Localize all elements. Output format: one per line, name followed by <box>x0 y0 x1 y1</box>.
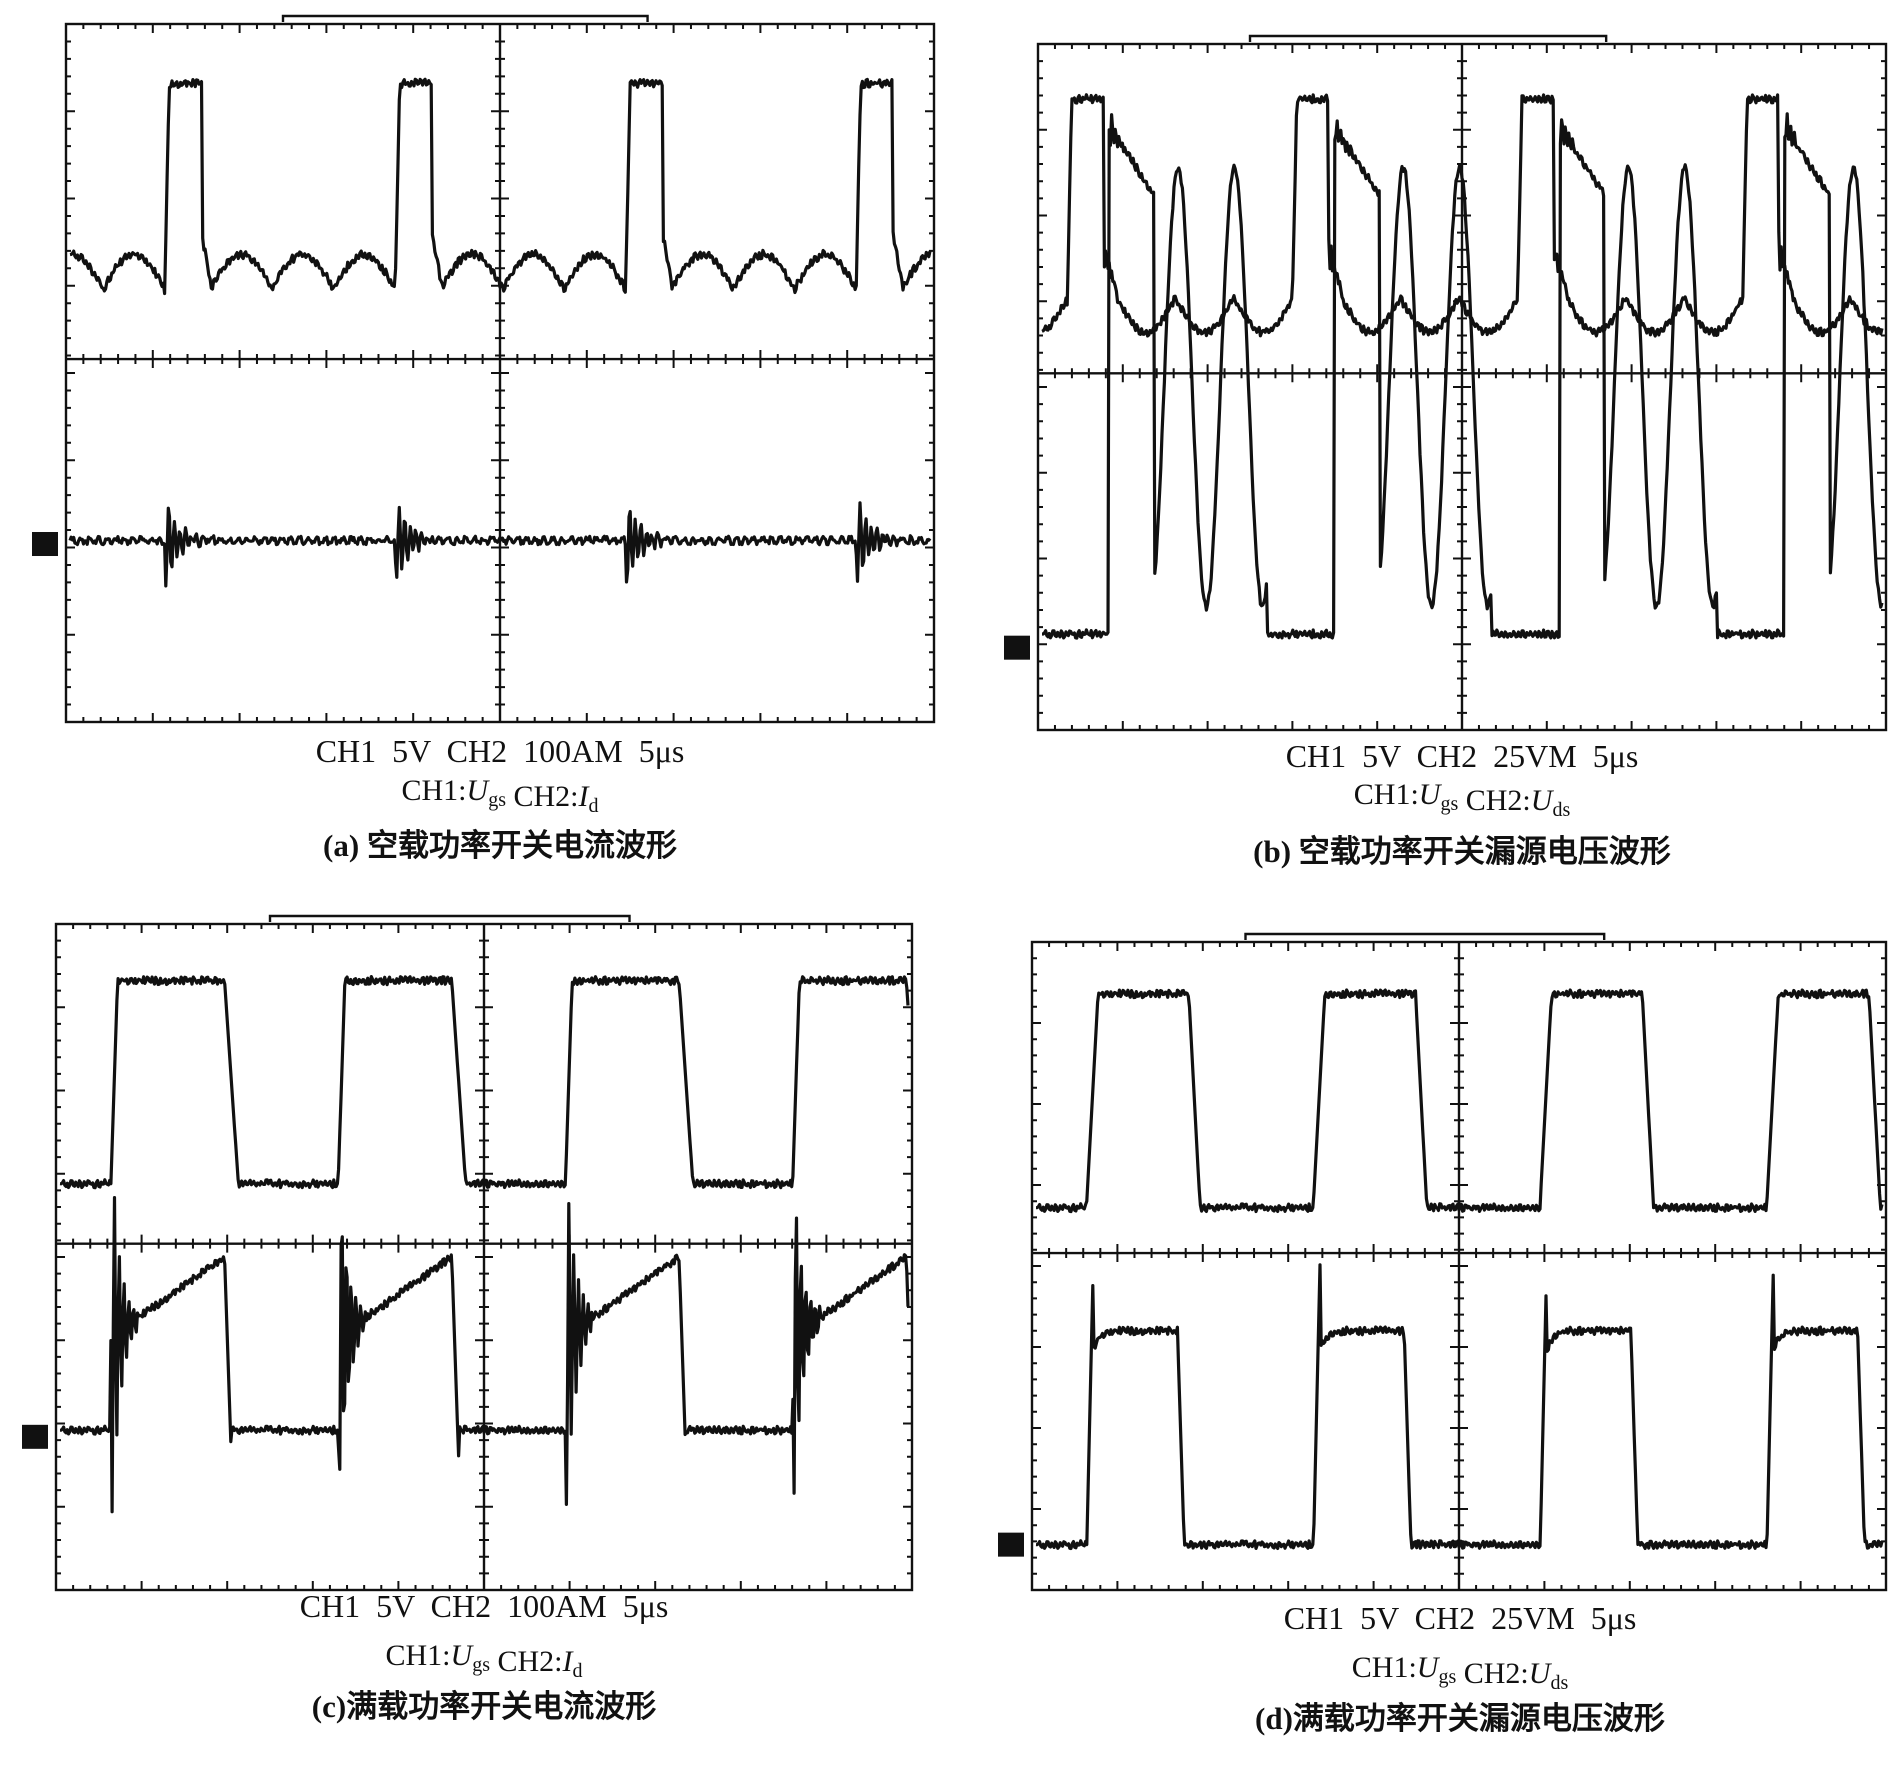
channel-subscript: d <box>573 1660 583 1682</box>
channel-name: CH1: <box>1352 1651 1417 1684</box>
channel-symbol: U <box>451 1639 475 1672</box>
ground-marker <box>1004 636 1030 660</box>
scope-panel: CH1 5V CH2 100AM 5μs CH1:Ugs CH2:Id (a) 空载… <box>32 16 934 863</box>
graticule-ticks <box>66 24 934 722</box>
channel-symbol: U <box>467 774 491 807</box>
channel-subscript: ds <box>1550 1672 1568 1694</box>
channel-subscript: d <box>589 795 599 817</box>
channel-name: CH2: <box>513 780 578 813</box>
channel-name: CH1: <box>386 1639 451 1672</box>
channel-subscript: gs <box>1440 793 1458 815</box>
channel-symbol: U <box>1529 1657 1553 1690</box>
channel-name: CH1: <box>1354 778 1419 811</box>
cursor-bracket <box>1246 934 1605 940</box>
scope-settings: CH1 5V CH2 25VM 5μs <box>1284 1600 1637 1636</box>
graticule-ticks <box>56 924 912 1590</box>
graticule-ticks <box>1032 942 1886 1590</box>
cursor-bracket <box>1250 36 1606 42</box>
channel-labels: CH1:Ugs CH2:Uds <box>1352 1651 1569 1694</box>
channel-labels: CH1:Ugs CH2:Uds <box>1354 778 1571 821</box>
scope-settings: CH1 5V CH2 100AM 5μs <box>316 733 685 769</box>
figure-caption: (b) 空载功率开关漏源电压波形 <box>1253 834 1671 869</box>
channel-symbol: U <box>1531 784 1555 817</box>
channel-subscript: gs <box>1438 1666 1456 1688</box>
channel-symbol: U <box>1419 778 1443 811</box>
cursor-bracket <box>270 916 630 922</box>
channel-labels: CH1:Ugs CH2:Id <box>386 1639 583 1682</box>
ground-marker <box>32 532 58 556</box>
channel-labels: CH1:Ugs CH2:Id <box>402 774 599 817</box>
figure-caption: (c)满载功率开关电流波形 <box>312 1689 656 1724</box>
figure: CH1 5V CH2 100AM 5μs CH1:Ugs CH2:Id (a) 空载… <box>0 0 1890 1782</box>
ground-marker <box>998 1533 1024 1557</box>
cursor-bracket <box>283 16 648 22</box>
scope-panel: CH1 5V CH2 100AM 5μs CH1:Ugs CH2:Id (c)满载功… <box>22 916 912 1724</box>
figure-caption: (d)满载功率开关漏源电压波形 <box>1255 1701 1665 1736</box>
channel-subscript: ds <box>1552 799 1570 821</box>
channel-name: CH2: <box>497 1645 562 1678</box>
channel-name: CH2: <box>1464 1657 1529 1690</box>
figure-caption: (a) 空载功率开关电流波形 <box>323 828 677 863</box>
ground-marker <box>22 1425 48 1449</box>
scope-settings: CH1 5V CH2 100AM 5μs <box>300 1588 669 1624</box>
channel-name: CH2: <box>1466 784 1531 817</box>
channel-subscript: gs <box>472 1654 490 1676</box>
channel-symbol: U <box>1417 1651 1441 1684</box>
channel-subscript: gs <box>488 789 506 811</box>
scope-settings: CH1 5V CH2 25VM 5μs <box>1286 738 1639 774</box>
channel-name: CH1: <box>402 774 467 807</box>
